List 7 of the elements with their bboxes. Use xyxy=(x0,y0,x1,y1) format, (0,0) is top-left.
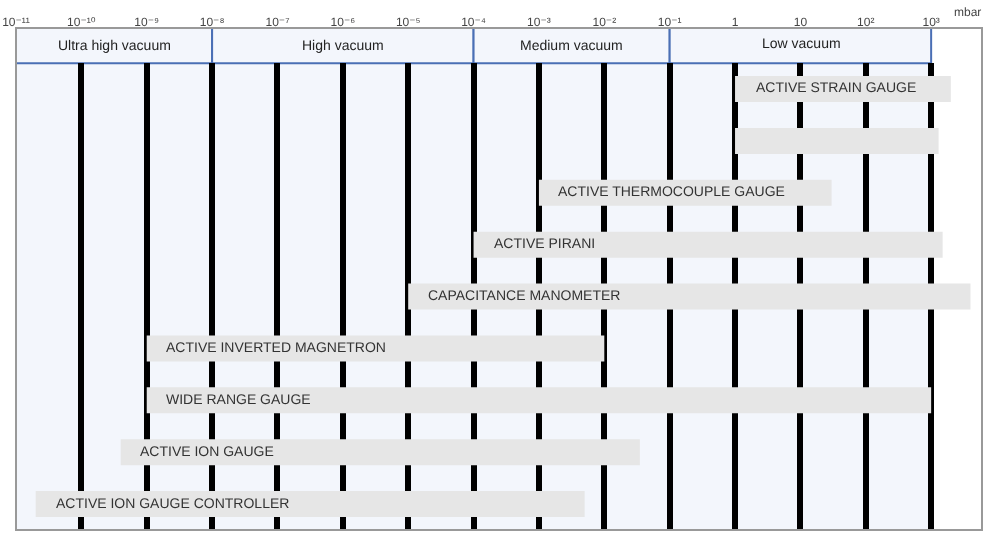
bar xyxy=(146,335,605,362)
bar xyxy=(120,439,640,466)
bar xyxy=(35,491,585,518)
bar xyxy=(408,283,971,310)
bar xyxy=(146,387,932,414)
bar xyxy=(735,127,939,154)
bar xyxy=(473,231,943,258)
